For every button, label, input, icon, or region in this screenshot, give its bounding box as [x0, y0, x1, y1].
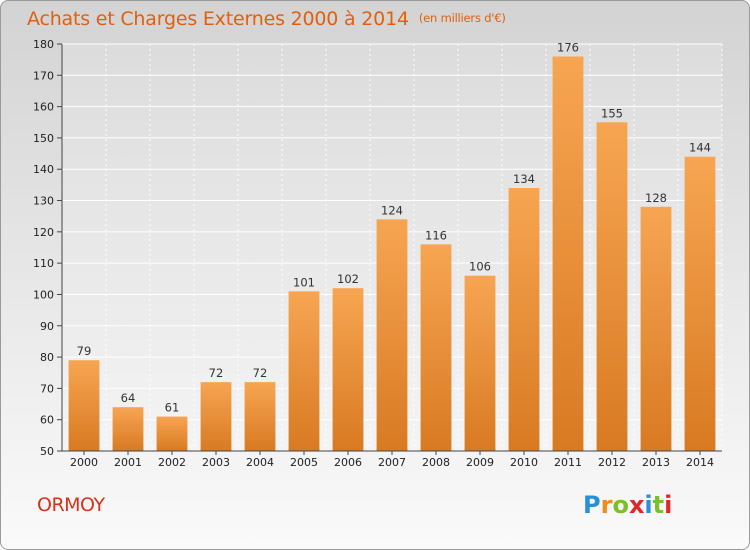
x-tick-label: 2012	[598, 456, 626, 469]
bar-2011	[552, 56, 584, 452]
value-label-2011: 176	[557, 41, 579, 55]
x-tick-label: 2003	[202, 456, 230, 469]
x-tick-label: 2002	[158, 456, 186, 469]
value-label-2003: 72	[209, 366, 224, 380]
bar-2000	[68, 360, 100, 451]
town-name: ORMOY	[37, 494, 105, 516]
bar-2004	[244, 382, 276, 451]
bar-2008	[420, 244, 452, 451]
value-label-2010: 134	[513, 172, 535, 186]
bar-2013	[640, 206, 672, 451]
value-label-2005: 101	[293, 275, 315, 289]
value-label-2008: 116	[425, 228, 447, 242]
logo-letter: o	[612, 491, 629, 519]
y-tick-label: 140	[33, 163, 54, 176]
proxiti-logo: Proxiti	[583, 491, 672, 519]
bar-2006	[332, 288, 364, 451]
x-tick-label: 2006	[334, 456, 362, 469]
chart-title-row: Achats et Charges Externes 2000 à 2014 (e…	[27, 8, 506, 30]
y-tick-label: 130	[33, 195, 54, 208]
y-tick-label: 110	[33, 257, 54, 270]
value-label-2004: 72	[253, 366, 268, 380]
y-tick-label: 50	[40, 445, 54, 458]
value-label-2012: 155	[601, 106, 623, 120]
logo-letter: P	[583, 491, 601, 519]
y-tick-label: 60	[40, 414, 54, 427]
x-tick-label: 2005	[290, 456, 318, 469]
x-tick-label: 2007	[378, 456, 406, 469]
x-tick-label: 2001	[114, 456, 142, 469]
chart-title: Achats et Charges Externes 2000 à 2014	[27, 8, 409, 30]
y-tick-label: 100	[33, 288, 54, 301]
y-tick-label: 70	[40, 382, 54, 395]
y-tick-label: 160	[33, 101, 54, 114]
x-tick-label: 2010	[510, 456, 538, 469]
value-label-2013: 128	[645, 191, 667, 205]
y-tick-label: 170	[33, 69, 54, 82]
logo-letter: i	[664, 491, 673, 519]
bar-2007	[376, 219, 408, 451]
bar-2002	[156, 416, 188, 451]
bar-2014	[684, 156, 716, 451]
bar-2010	[508, 188, 540, 451]
bar-2012	[596, 122, 628, 452]
y-tick-label: 180	[33, 38, 54, 51]
y-tick-label: 90	[40, 320, 54, 333]
y-tick-label: 150	[33, 132, 54, 145]
value-label-2009: 106	[469, 260, 491, 274]
unit-note: (en milliers d'€)	[418, 11, 506, 25]
x-tick-label: 2000	[70, 456, 98, 469]
x-tick-label: 2004	[246, 456, 274, 469]
x-tick-label: 2013	[642, 456, 670, 469]
x-tick-label: 2008	[422, 456, 450, 469]
value-label-2006: 102	[337, 272, 359, 286]
value-label-2000: 79	[77, 344, 92, 358]
logo-letter: x	[628, 491, 645, 519]
y-tick-label: 80	[40, 351, 54, 364]
value-label-2001: 64	[121, 391, 136, 405]
bar-2005	[288, 291, 320, 451]
bar-2003	[200, 382, 232, 451]
value-label-2002: 61	[165, 401, 180, 415]
bar-2009	[464, 275, 496, 451]
x-tick-label: 2011	[554, 456, 582, 469]
x-tick-label: 2009	[466, 456, 494, 469]
x-tick-label: 2014	[686, 456, 714, 469]
bar-2001	[112, 407, 144, 451]
value-label-2007: 124	[381, 203, 403, 217]
value-label-2014: 144	[689, 141, 711, 155]
logo-letter: r	[600, 491, 613, 519]
logo-letter: i	[644, 491, 653, 519]
logo-letter: t	[652, 491, 665, 519]
y-tick-label: 120	[33, 226, 54, 239]
